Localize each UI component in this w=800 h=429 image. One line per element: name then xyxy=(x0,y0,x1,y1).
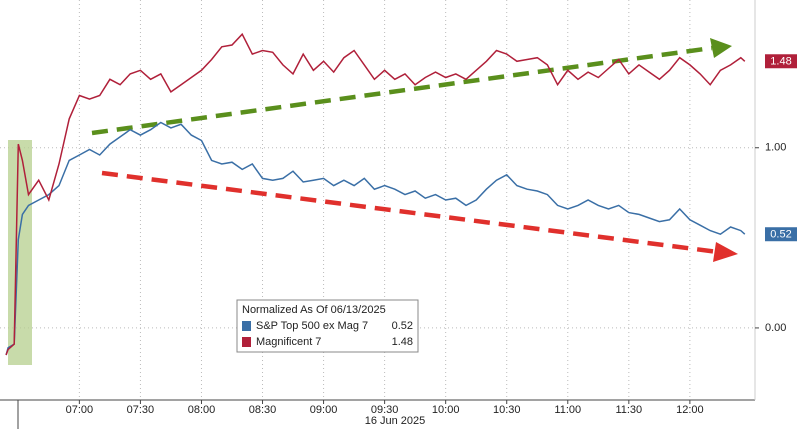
x-tick-label: 10:30 xyxy=(493,404,521,416)
x-tick-label: 10:00 xyxy=(432,404,460,416)
legend-label: Magnificent 7 xyxy=(256,336,321,348)
value-tag-label: 0.52 xyxy=(770,229,791,241)
x-tick-label: 09:30 xyxy=(371,404,399,416)
green-arrow xyxy=(91,45,713,136)
trend-arrows xyxy=(91,38,738,262)
legend-value: 0.52 xyxy=(392,320,413,332)
x-tick-label: 07:00 xyxy=(66,404,94,416)
legend: Normalized As Of 06/13/2025 S&P Top 500 … xyxy=(236,299,419,353)
x-tick-label: 11:30 xyxy=(615,404,642,416)
x-axis-date: 16 Jun 2025 xyxy=(365,415,426,427)
value-tag xyxy=(765,54,797,69)
x-tick-label: 09:00 xyxy=(310,404,338,416)
legend-box xyxy=(236,299,419,353)
y-tick-label: 1.00 xyxy=(765,142,786,154)
series-line xyxy=(5,121,746,356)
legend-label: S&P Top 500 ex Mag 7 xyxy=(256,320,368,332)
red-arrowhead xyxy=(713,242,738,262)
y-tick-label: 0.00 xyxy=(765,322,786,334)
legend-title: Normalized As Of 06/13/2025 xyxy=(242,304,386,316)
x-tick-label: 08:00 xyxy=(188,404,216,416)
legend-swatch xyxy=(242,337,251,347)
series-line xyxy=(5,32,746,356)
x-tick-label: 07:30 xyxy=(127,404,155,416)
value-tag xyxy=(765,227,797,242)
x-tick-label: 08:30 xyxy=(249,404,277,416)
legend-value: 1.48 xyxy=(392,336,413,348)
x-tick-label: 11:00 xyxy=(554,404,581,416)
red-arrow xyxy=(101,170,719,255)
x-tick-label: 12:00 xyxy=(676,404,704,416)
value-tag-label: 1.48 xyxy=(770,56,791,68)
green-arrowhead xyxy=(710,38,732,58)
highlight-band xyxy=(8,140,32,365)
legend-swatch xyxy=(242,321,251,331)
